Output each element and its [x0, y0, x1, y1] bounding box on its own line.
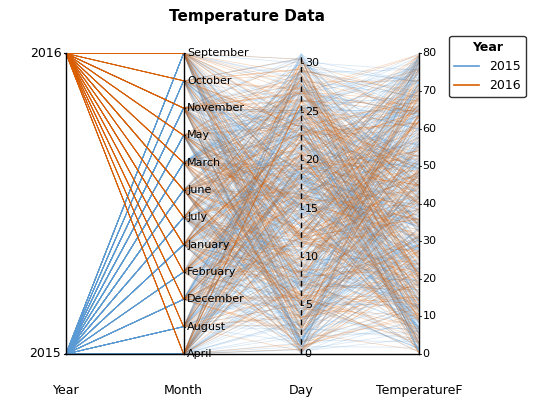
- Text: 5: 5: [305, 300, 312, 310]
- Text: 15: 15: [305, 204, 319, 213]
- Text: 10: 10: [305, 252, 319, 262]
- Text: 70: 70: [422, 86, 436, 96]
- Text: February: February: [187, 267, 237, 277]
- Text: 25: 25: [305, 107, 319, 117]
- Text: TemperatureF: TemperatureF: [376, 384, 462, 397]
- Text: 20: 20: [305, 155, 319, 165]
- Text: April: April: [187, 349, 213, 359]
- Text: 2015: 2015: [30, 347, 61, 360]
- Title: Temperature Data: Temperature Data: [169, 9, 324, 24]
- Text: October: October: [187, 76, 232, 86]
- Text: Day: Day: [289, 384, 314, 397]
- Text: March: March: [187, 158, 221, 168]
- Text: 0: 0: [422, 349, 430, 359]
- Text: 30: 30: [422, 236, 436, 246]
- Text: 10: 10: [422, 311, 436, 321]
- Text: June: June: [187, 185, 212, 195]
- Text: Year: Year: [53, 384, 80, 397]
- Text: May: May: [187, 130, 210, 140]
- Text: 20: 20: [422, 274, 436, 284]
- Text: July: July: [187, 213, 207, 222]
- Text: 80: 80: [422, 48, 436, 58]
- Text: 2016: 2016: [30, 47, 61, 60]
- Text: 0: 0: [305, 349, 312, 359]
- Text: 30: 30: [305, 58, 319, 68]
- Text: December: December: [187, 294, 245, 304]
- Text: September: September: [187, 48, 249, 58]
- Text: November: November: [187, 103, 245, 113]
- Text: Month: Month: [164, 384, 203, 397]
- Text: 60: 60: [422, 123, 436, 134]
- Text: August: August: [187, 322, 226, 332]
- Text: 50: 50: [422, 161, 436, 171]
- Text: January: January: [187, 240, 230, 249]
- Text: 40: 40: [422, 199, 436, 209]
- Legend: 2015, 2016: 2015, 2016: [449, 36, 526, 97]
